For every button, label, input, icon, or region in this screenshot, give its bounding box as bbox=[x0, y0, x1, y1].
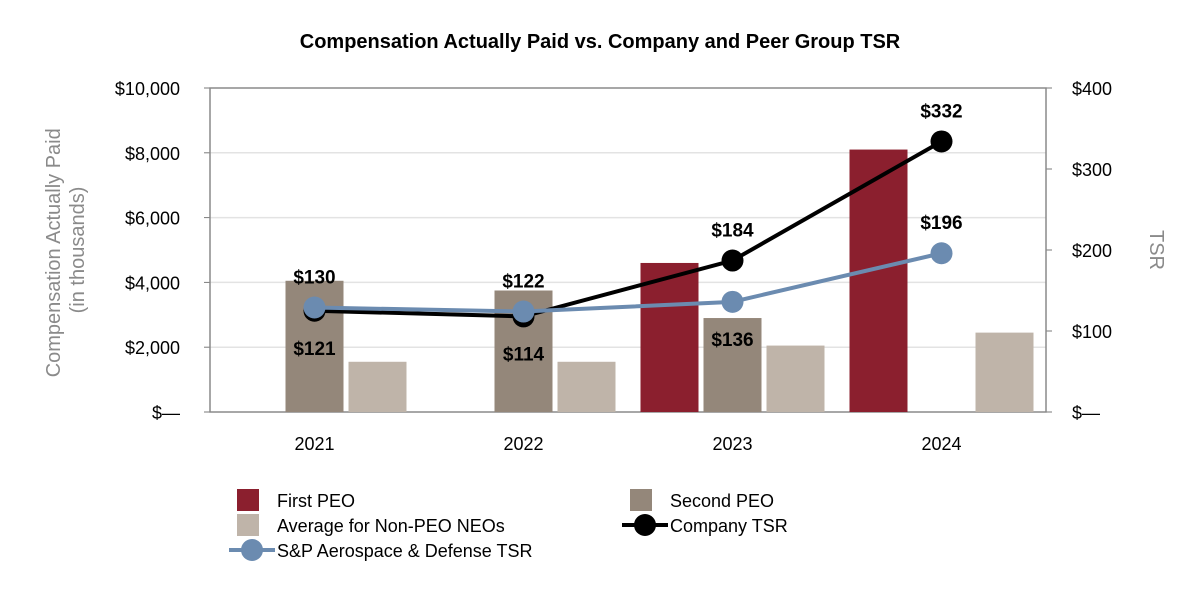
legend-marker-s-p-aerospace-defense-tsr bbox=[241, 539, 263, 561]
bar-first-peo bbox=[640, 262, 699, 412]
data-label-s-p-aerospace-defense-tsr: $122 bbox=[502, 272, 544, 293]
x-tick-label: 2022 bbox=[503, 434, 543, 454]
legend-label-company-tsr: Company TSR bbox=[670, 516, 788, 536]
legend-swatch-second-peo bbox=[630, 489, 652, 511]
data-label-s-p-aerospace-defense-tsr: $196 bbox=[920, 213, 962, 234]
y-left-tick-label: $2,000 bbox=[125, 338, 180, 358]
line-s-p-aerospace-defense-tsr bbox=[314, 251, 942, 314]
point-s-p-aerospace-defense-tsr bbox=[303, 296, 326, 319]
y-axis-left-label: Compensation Actually Paid (in thousands… bbox=[43, 123, 89, 378]
y-left-tick-label: $10,000 bbox=[115, 79, 180, 99]
point-s-p-aerospace-defense-tsr bbox=[930, 242, 953, 265]
legend-label-average-for-non-peo-neos: Average for Non-PEO NEOs bbox=[277, 516, 505, 536]
legend: First PEO Second PEO Average for Non-PEO N… bbox=[229, 489, 788, 561]
data-label-s-p-aerospace-defense-tsr: $130 bbox=[293, 268, 335, 289]
y-left-tick-label: $— bbox=[152, 403, 180, 423]
bar-second-peo bbox=[703, 318, 762, 412]
y-axis-right-label: TSR bbox=[1145, 230, 1167, 270]
legend-label-second-peo: Second PEO bbox=[670, 491, 774, 511]
bar-average-for-non-peo-neos bbox=[557, 361, 616, 412]
y-axis-left-label-line2: (in thousands) bbox=[67, 187, 89, 314]
y-right-tick-label: $300 bbox=[1072, 160, 1112, 180]
x-tick-label: 2023 bbox=[712, 434, 752, 454]
chart-title: Compensation Actually Paid vs. Company a… bbox=[300, 31, 901, 53]
bar-average-for-non-peo-neos bbox=[766, 345, 825, 412]
bar-average-for-non-peo-neos bbox=[975, 332, 1034, 412]
y-right-tick-label: $200 bbox=[1072, 241, 1112, 261]
y-left-tick-label: $8,000 bbox=[125, 144, 180, 164]
y-left-tick-label: $4,000 bbox=[125, 273, 180, 293]
bar-first-peo bbox=[849, 149, 908, 412]
y-right-tick-label: $400 bbox=[1072, 79, 1112, 99]
legend-marker-company-tsr bbox=[634, 514, 656, 536]
data-label-company-tsr: $332 bbox=[920, 101, 962, 122]
legend-label-s-p-aerospace-defense-tsr: S&P Aerospace & Defense TSR bbox=[277, 541, 532, 561]
y-right-tick-label: $— bbox=[1072, 403, 1100, 423]
y-left-tick-label: $6,000 bbox=[125, 209, 180, 229]
data-label-company-tsr: $121 bbox=[293, 339, 336, 360]
data-label-s-p-aerospace-defense-tsr: $136 bbox=[711, 330, 753, 351]
point-s-p-aerospace-defense-tsr bbox=[512, 300, 535, 323]
data-label-company-tsr: $184 bbox=[711, 221, 754, 242]
legend-swatch-first-peo bbox=[237, 489, 259, 511]
y-right-tick-label: $100 bbox=[1072, 322, 1112, 342]
point-company-tsr bbox=[930, 130, 953, 153]
bar-average-for-non-peo-neos bbox=[348, 361, 407, 412]
point-company-tsr bbox=[721, 249, 744, 272]
point-s-p-aerospace-defense-tsr bbox=[721, 290, 744, 313]
x-tick-label: 2024 bbox=[921, 434, 961, 454]
plot-frame bbox=[209, 87, 1047, 413]
legend-swatch-average-for-non-peo-neos bbox=[237, 514, 259, 536]
plot-area: $— $2,000 $4,000 $6,000 $8,000 $10,000 $— $100 $… bbox=[115, 79, 1112, 454]
data-label-company-tsr: $114 bbox=[503, 344, 545, 365]
legend-label-first-peo: First PEO bbox=[277, 491, 355, 511]
x-tick-label: 2021 bbox=[294, 434, 334, 454]
y-axis-left-label-line1: Compensation Actually Paid bbox=[43, 128, 65, 377]
line-company-tsr bbox=[314, 139, 943, 319]
